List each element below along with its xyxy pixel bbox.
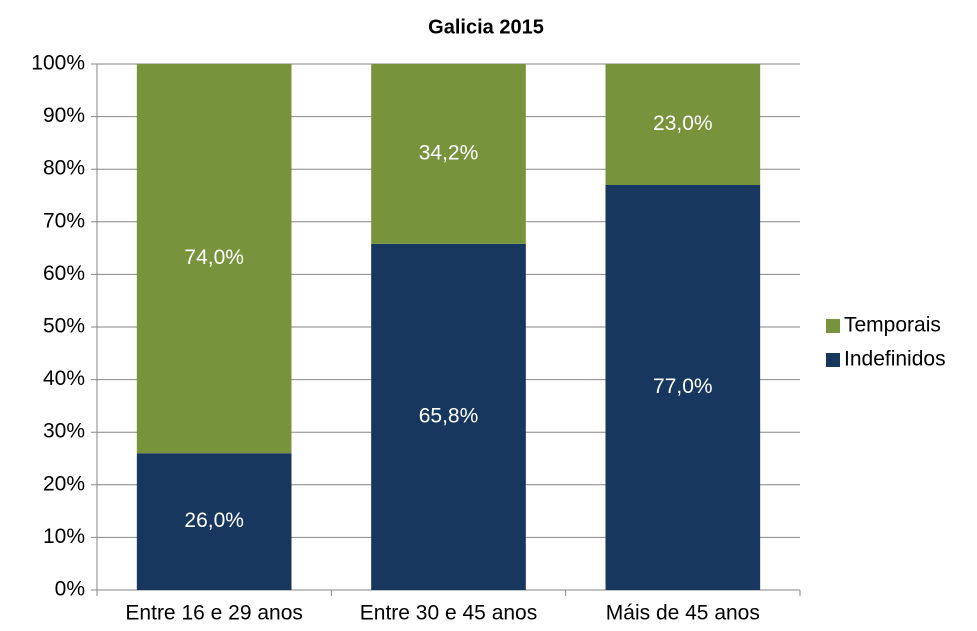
bar-segment: [605, 64, 761, 185]
value-label: 26,0%: [184, 509, 244, 532]
y-tick-label: 40%: [43, 367, 85, 390]
value-label: 65,8%: [419, 404, 479, 427]
y-tick-label: 30%: [43, 420, 85, 443]
value-label: 77,0%: [653, 375, 713, 398]
bar-segment: [136, 453, 292, 590]
y-tick-label: 80%: [43, 157, 85, 180]
y-tick-label: 20%: [43, 472, 85, 495]
y-tick-label: 60%: [43, 262, 85, 285]
value-label: 74,0%: [184, 246, 244, 269]
y-tick-label: 100%: [31, 52, 85, 75]
y-tick-label: 0%: [55, 578, 85, 601]
legend-label: Indefinidos: [844, 348, 946, 371]
y-tick-label: 70%: [43, 209, 85, 232]
x-tick-label: Entre 30 e 45 anos: [360, 602, 537, 625]
legend-swatch: [826, 353, 840, 367]
legend-swatch: [826, 319, 840, 333]
bar-segment: [605, 184, 761, 591]
bar-segment: [136, 64, 292, 454]
y-tick-label: 50%: [43, 315, 85, 338]
value-label: 23,0%: [653, 112, 713, 135]
legend-label: Temporais: [844, 314, 941, 337]
bar-segment: [371, 243, 526, 590]
bar-segment: [371, 64, 526, 244]
value-label: 34,2%: [419, 141, 479, 164]
y-tick-label: 90%: [43, 104, 85, 127]
y-tick-label: 10%: [43, 525, 85, 548]
x-tick-label: Máis de 45 anos: [606, 602, 760, 625]
chart-title: Galicia 2015: [428, 16, 544, 38]
x-tick-label: Entre 16 e 29 anos: [125, 602, 302, 625]
